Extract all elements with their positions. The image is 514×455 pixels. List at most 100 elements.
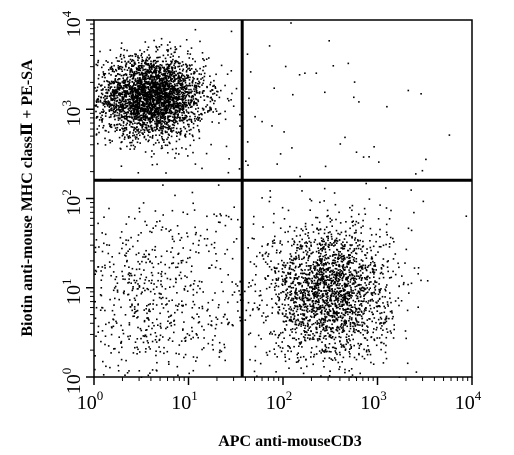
data-point (149, 136, 151, 138)
data-point (123, 90, 125, 93)
data-point (148, 106, 151, 109)
data-point (322, 321, 325, 324)
data-point (136, 141, 139, 144)
data-point (134, 78, 137, 80)
data-point (133, 116, 135, 118)
data-point (316, 280, 319, 283)
data-point (342, 294, 344, 297)
data-point (317, 283, 319, 285)
data-point (335, 283, 338, 286)
data-point (277, 312, 280, 315)
data-point (114, 114, 116, 116)
data-point (168, 64, 170, 66)
data-point (152, 92, 155, 94)
data-point (171, 78, 174, 80)
data-point (125, 85, 128, 88)
data-point (95, 90, 97, 92)
data-point (183, 102, 186, 104)
data-point (132, 93, 134, 95)
data-point (107, 101, 109, 104)
data-point (337, 250, 340, 253)
data-point (159, 56, 161, 59)
data-point (155, 73, 157, 76)
data-point (164, 130, 167, 133)
data-point (321, 260, 323, 262)
data-point (342, 330, 345, 333)
data-point (354, 281, 356, 284)
data-point (172, 97, 175, 100)
data-point (118, 106, 120, 109)
data-point (166, 72, 169, 75)
data-point (161, 126, 163, 128)
data-point (325, 325, 327, 328)
data-point (114, 93, 116, 96)
data-point (374, 280, 376, 282)
data-point (112, 95, 115, 97)
data-point (164, 92, 167, 95)
data-point (335, 351, 337, 354)
data-point (344, 268, 346, 271)
data-point (333, 312, 336, 315)
data-point (102, 64, 105, 66)
data-point (314, 265, 316, 268)
data-point (273, 212, 275, 215)
data-point (180, 65, 183, 67)
data-point (180, 119, 183, 121)
data-point (230, 99, 232, 101)
data-point (141, 91, 143, 93)
data-point (340, 260, 343, 263)
data-point (102, 104, 105, 106)
data-point (124, 84, 126, 87)
data-point (286, 316, 288, 318)
data-point (325, 275, 328, 277)
data-point (110, 82, 112, 85)
data-point (289, 312, 291, 315)
data-point (375, 233, 377, 236)
data-point (388, 317, 390, 320)
data-point (182, 68, 185, 71)
data-point (349, 254, 351, 256)
data-point (148, 91, 150, 94)
data-point (102, 102, 105, 105)
data-point (318, 264, 321, 266)
data-point (154, 97, 157, 99)
data-point (337, 316, 340, 318)
data-point (376, 337, 378, 339)
data-point (356, 314, 359, 317)
data-point (149, 122, 151, 124)
data-point (317, 247, 319, 249)
data-point (177, 113, 179, 115)
data-point (213, 79, 215, 82)
data-point (129, 62, 131, 64)
data-point (154, 142, 157, 144)
data-point (261, 254, 264, 256)
data-point (318, 271, 321, 274)
data-point (337, 278, 340, 280)
data-point (185, 85, 187, 87)
data-point (143, 68, 146, 71)
data-point (158, 72, 160, 74)
data-point (285, 289, 287, 292)
data-point (142, 85, 145, 87)
data-point (176, 84, 179, 87)
data-point (176, 120, 178, 123)
data-point (288, 267, 291, 269)
data-point (109, 86, 112, 88)
data-point (164, 82, 167, 84)
data-point (118, 117, 121, 119)
data-point (334, 282, 337, 284)
data-point (305, 265, 308, 267)
data-point (315, 310, 318, 312)
data-point (320, 313, 323, 315)
data-point (350, 262, 353, 264)
data-point (95, 105, 97, 107)
data-point (389, 330, 392, 332)
data-point (133, 95, 136, 98)
data-point (130, 89, 132, 91)
data-point (133, 111, 135, 114)
data-point (129, 71, 131, 73)
data-point (206, 104, 209, 106)
data-point (344, 324, 346, 326)
data-point (171, 90, 173, 93)
data-point (301, 269, 304, 272)
